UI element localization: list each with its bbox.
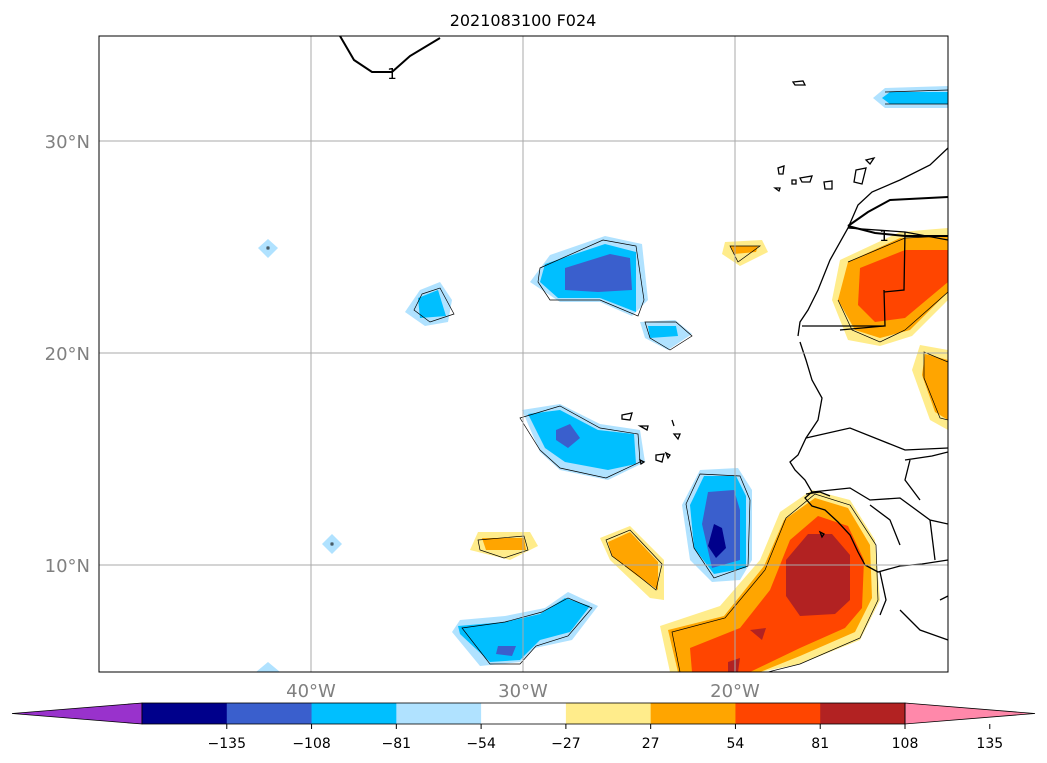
- colorbar-extend-low: [11, 702, 143, 725]
- anomaly-region-west-small: [405, 282, 452, 326]
- map-title: 2021083100 F024: [450, 11, 597, 30]
- colorbar-tick-label: 81: [811, 736, 829, 752]
- lon-label-30w: 30°W: [498, 681, 548, 702]
- gridlines: [99, 36, 948, 672]
- contour-label-right: 1: [879, 227, 889, 245]
- anomaly-region-small-yellow-north: [722, 240, 768, 266]
- anomaly-region-gulf-of-guinea: [660, 490, 880, 672]
- colorbar-bin: [142, 703, 228, 724]
- colorbar-tick-label: −54: [466, 736, 496, 752]
- colorbar-bin: [735, 703, 821, 724]
- colorbar-bin: [396, 703, 482, 724]
- anomaly-region-isolated-1: [258, 239, 278, 258]
- colorbar-bin: [226, 703, 313, 724]
- colorbar-extend-high: [904, 702, 1036, 725]
- colorbar-tick-label: −27: [551, 736, 581, 752]
- colorbar-tick-label: 108: [892, 736, 919, 752]
- anomaly-region-north-east: [873, 86, 948, 108]
- anomaly-region-central-north: [530, 236, 692, 350]
- anomaly-region-central-mid: [522, 404, 645, 480]
- colorbar: −135 −108 −81 −54 −27 27 54 81 108 135: [11, 702, 1036, 752]
- lon-label-40w: 40°W: [286, 681, 336, 702]
- colorbar-tick-label: 27: [642, 736, 660, 752]
- plot-area: 1 1: [99, 36, 948, 672]
- anomaly-region-orange-center: [600, 526, 664, 600]
- coastlines: [621, 80, 948, 641]
- colorbar-tick-label: −108: [292, 736, 330, 752]
- lat-label-10n: 10°N: [45, 556, 90, 577]
- anomaly-region-isolated-2: [322, 534, 342, 554]
- colorbar-frame: [141, 702, 906, 725]
- anomaly-region-isolated-3: [256, 662, 280, 672]
- anomaly-region-sahara: [832, 228, 948, 346]
- colorbar-bin: [650, 703, 736, 724]
- bold-contour-lines: [339, 36, 948, 237]
- anomaly-region-east-edge: [912, 345, 948, 430]
- anomaly-region-south-west: [452, 592, 598, 666]
- contour-label-top: 1: [387, 65, 397, 83]
- colorbar-tick-label: −135: [208, 736, 246, 752]
- colorbar-bin: [481, 703, 567, 724]
- colorbar-bin: [820, 703, 906, 724]
- colorbar-bin: [311, 703, 397, 724]
- plot-frame: [98, 35, 949, 673]
- lat-label-20n: 20°N: [45, 344, 90, 365]
- colorbar-tick-label: −81: [382, 736, 412, 752]
- colorbar-tick-label: 54: [727, 736, 745, 752]
- colorbar-tick-label: 135: [976, 736, 1003, 752]
- colorbar-bin: [565, 703, 652, 724]
- lat-label-30n: 30°N: [45, 132, 90, 153]
- lon-label-20w: 20°W: [710, 681, 760, 702]
